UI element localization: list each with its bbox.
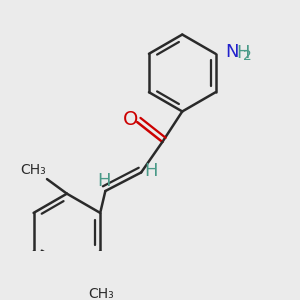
Text: 2: 2 <box>243 49 252 63</box>
Text: N: N <box>225 44 238 62</box>
Text: H: H <box>236 44 250 62</box>
Text: CH₃: CH₃ <box>88 287 114 300</box>
Text: O: O <box>123 110 138 129</box>
Text: H: H <box>97 172 111 190</box>
Text: H: H <box>145 162 158 180</box>
Text: CH₃: CH₃ <box>20 163 46 177</box>
